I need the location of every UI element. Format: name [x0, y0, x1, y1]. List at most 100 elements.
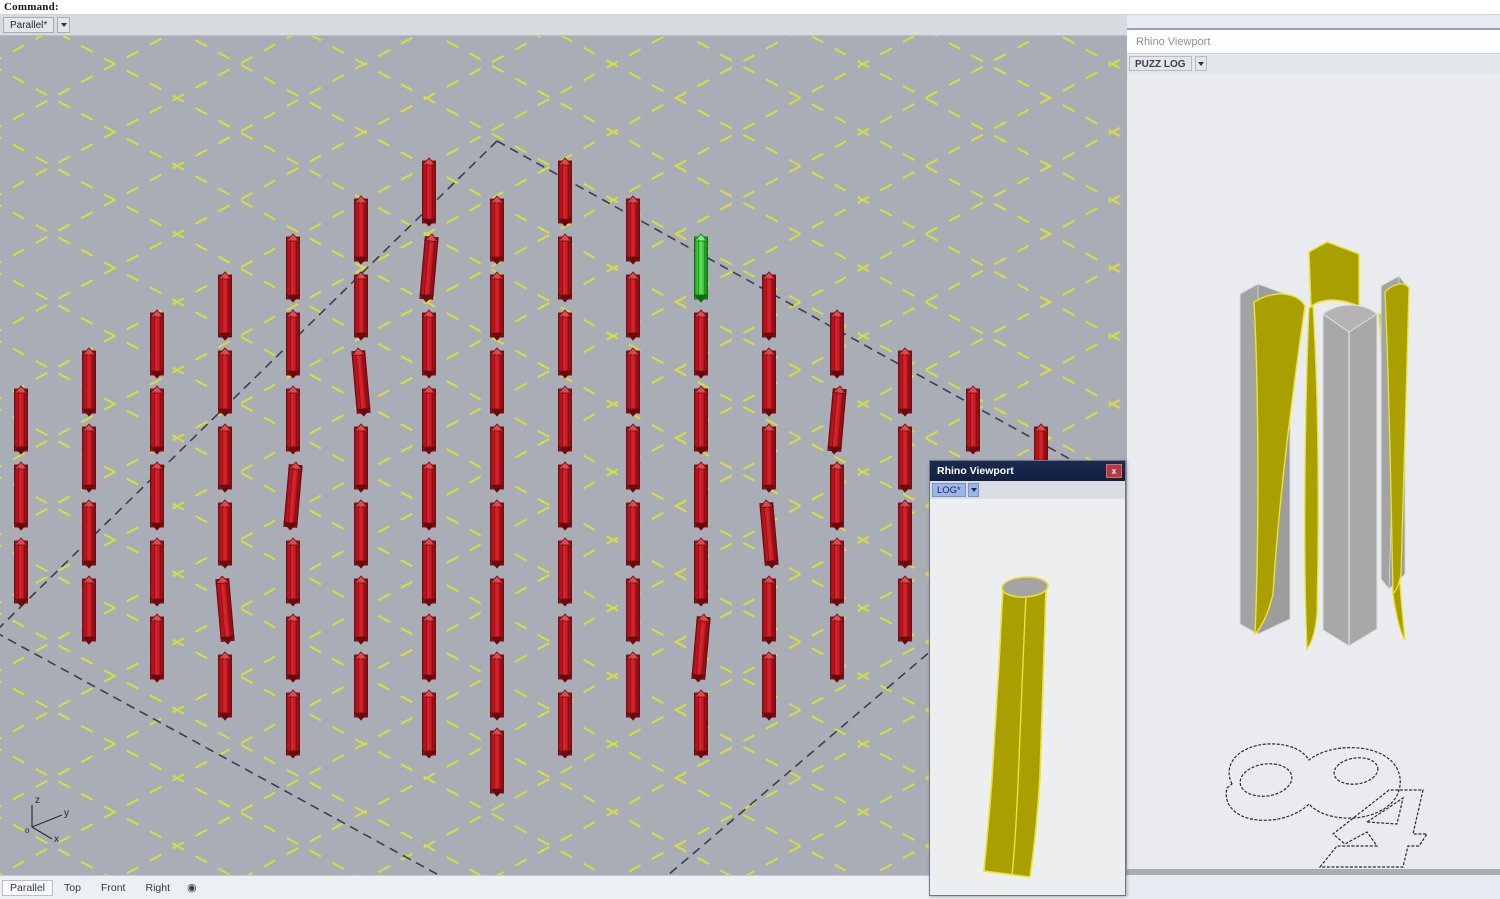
scene-object[interactable]	[625, 271, 641, 341]
scene-object[interactable]	[557, 309, 573, 379]
scene-object[interactable]	[829, 537, 845, 607]
command-bar[interactable]: Command:	[0, 0, 1500, 15]
scene-object[interactable]	[489, 195, 505, 265]
viewport-tab-parallel[interactable]: Parallel*	[3, 17, 55, 33]
scene-object[interactable]	[13, 461, 29, 531]
scene-object[interactable]	[761, 651, 777, 721]
scene-object[interactable]	[761, 575, 777, 645]
scene-object[interactable]	[421, 537, 437, 607]
scene-object[interactable]	[965, 385, 981, 455]
scene-object[interactable]	[489, 575, 505, 645]
scene-object[interactable]	[897, 575, 913, 645]
selected-object[interactable]	[693, 233, 709, 303]
scene-object[interactable]	[557, 157, 573, 227]
scene-object[interactable]	[421, 157, 437, 227]
scene-object[interactable]	[489, 651, 505, 721]
scene-object[interactable]	[759, 499, 779, 569]
status-tab-front[interactable]: Front	[100, 881, 126, 894]
scene-object[interactable]	[149, 385, 165, 455]
scene-object[interactable]	[693, 385, 709, 455]
scene-object[interactable]	[13, 537, 29, 607]
right-panel-titlebar[interactable]: Rhino Viewport	[1127, 28, 1500, 54]
scene-object[interactable]	[761, 271, 777, 341]
status-tab-top[interactable]: Top	[64, 881, 81, 894]
scene-object[interactable]	[693, 461, 709, 531]
floating-window-titlebar[interactable]: Rhino Viewport x	[930, 461, 1125, 481]
scene-object[interactable]	[557, 689, 573, 759]
scene-object[interactable]	[149, 309, 165, 379]
scene-object[interactable]	[489, 423, 505, 493]
scene-object[interactable]	[81, 499, 97, 569]
scene-object[interactable]	[149, 613, 165, 683]
scene-object[interactable]	[693, 309, 709, 379]
scene-object[interactable]	[625, 499, 641, 569]
scene-object[interactable]	[829, 613, 845, 683]
scene-object[interactable]	[557, 461, 573, 531]
scene-object[interactable]	[13, 385, 29, 455]
scene-object[interactable]	[421, 613, 437, 683]
scene-object[interactable]	[353, 271, 369, 341]
scene-object[interactable]	[283, 461, 303, 531]
scene-object[interactable]	[353, 651, 369, 721]
scene-object[interactable]	[897, 423, 913, 493]
scene-object[interactable]	[625, 575, 641, 645]
scene-object[interactable]	[285, 537, 301, 607]
scene-object[interactable]	[625, 423, 641, 493]
scene-object[interactable]	[625, 651, 641, 721]
scene-object[interactable]	[625, 347, 641, 417]
scene-object[interactable]	[215, 575, 235, 645]
scene-object[interactable]	[761, 423, 777, 493]
scene-object[interactable]	[421, 461, 437, 531]
scene-object[interactable]	[489, 347, 505, 417]
scene-object[interactable]	[285, 233, 301, 303]
object-field[interactable]	[13, 157, 1117, 797]
scene-object[interactable]	[827, 385, 847, 455]
scene-object[interactable]	[693, 689, 709, 759]
status-tab-parallel[interactable]: Parallel	[2, 879, 54, 896]
scene-object[interactable]	[761, 347, 777, 417]
column-assembly-model[interactable]	[1239, 241, 1410, 651]
scene-object[interactable]	[285, 309, 301, 379]
viewport-tab-log[interactable]: LOG*	[932, 483, 966, 497]
main-viewport[interactable]: Parallel*	[0, 15, 1127, 875]
chevron-down-icon[interactable]	[1195, 56, 1207, 71]
scene-object[interactable]	[897, 499, 913, 569]
scene-object[interactable]	[81, 347, 97, 417]
scene-object[interactable]	[421, 385, 437, 455]
scene-object[interactable]	[419, 233, 439, 303]
scene-object[interactable]	[353, 499, 369, 569]
scene-object[interactable]	[81, 575, 97, 645]
scene-object[interactable]	[217, 271, 233, 341]
scene-object[interactable]	[693, 537, 709, 607]
scene-object[interactable]	[285, 385, 301, 455]
scene-object[interactable]	[285, 613, 301, 683]
status-tab-right[interactable]: Right	[145, 881, 170, 894]
scene-object[interactable]	[421, 309, 437, 379]
close-icon[interactable]: x	[1106, 464, 1122, 478]
scene-object[interactable]	[421, 689, 437, 759]
chevron-down-icon[interactable]	[968, 483, 979, 497]
scene-object[interactable]	[557, 537, 573, 607]
scene-object[interactable]	[353, 423, 369, 493]
scene-object[interactable]	[351, 347, 371, 417]
scene-object[interactable]	[489, 271, 505, 341]
scene-object[interactable]	[829, 461, 845, 531]
scene-object[interactable]	[285, 689, 301, 759]
scene-object[interactable]	[897, 347, 913, 417]
scene-object[interactable]	[217, 651, 233, 721]
crosshair-icon[interactable]: ◉	[187, 882, 197, 894]
scene-object[interactable]	[353, 575, 369, 645]
scene-object[interactable]	[217, 499, 233, 569]
scene-object[interactable]	[625, 195, 641, 265]
scene-object[interactable]	[353, 195, 369, 265]
scene-object[interactable]	[149, 537, 165, 607]
viewport-tab-puzz-log[interactable]: PUZZ LOG	[1129, 56, 1192, 71]
scene-object[interactable]	[217, 423, 233, 493]
single-column-model[interactable]	[983, 576, 1049, 878]
right-panel-canvas[interactable]	[1127, 74, 1500, 869]
scene-object[interactable]	[557, 385, 573, 455]
scene-object[interactable]	[217, 347, 233, 417]
scene-object[interactable]	[557, 233, 573, 303]
chevron-down-icon[interactable]	[57, 17, 70, 33]
scene-object[interactable]	[149, 461, 165, 531]
